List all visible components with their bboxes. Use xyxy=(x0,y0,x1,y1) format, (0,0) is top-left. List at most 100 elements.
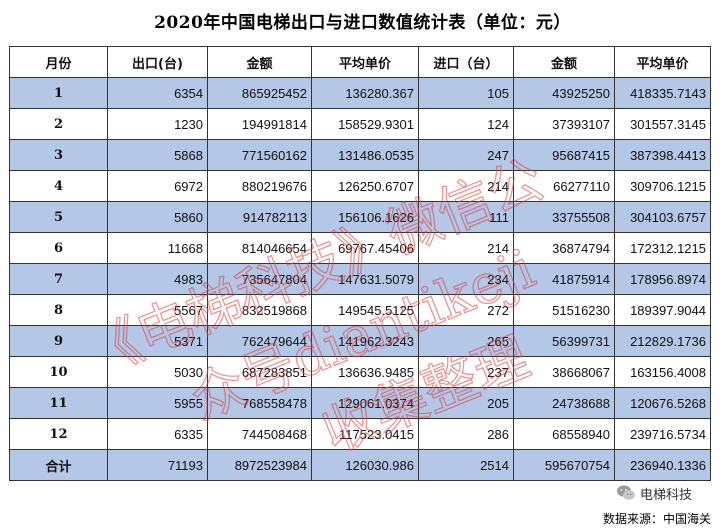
value-cell: 744508468 xyxy=(207,418,312,450)
value-cell: 687283851 xyxy=(207,356,312,388)
month-cell: 2 xyxy=(9,108,108,140)
value-cell: 136636.9485 xyxy=(311,356,419,388)
total-value: 71193 xyxy=(107,449,208,481)
value-cell: 762479644 xyxy=(207,325,312,357)
value-cell: 880219676 xyxy=(207,170,312,202)
table-row: 9 5371 762479644 141962.3243 265 56399731 2128… xyxy=(9,325,711,357)
value-cell: 156106.1626 xyxy=(311,201,419,233)
brand-text: 电梯科技 xyxy=(640,487,693,503)
month-cell: 4 xyxy=(9,170,108,202)
table-row: 10 5030 687283851 136636.9485 237 38668067 163… xyxy=(9,356,711,388)
value-cell: 914782113 xyxy=(207,201,312,233)
value-cell: 56399731 xyxy=(513,325,615,357)
column-header: 金额 xyxy=(207,46,312,78)
value-cell: 68558940 xyxy=(513,418,615,450)
value-cell: 117523.0415 xyxy=(311,418,419,450)
total-value: 236940.1336 xyxy=(614,449,711,481)
total-label: 合计 xyxy=(9,449,108,481)
value-cell: 131486.0535 xyxy=(311,139,419,171)
value-cell: 189397.9044 xyxy=(614,294,711,326)
value-cell: 194991814 xyxy=(207,108,312,140)
value-cell: 124 xyxy=(418,108,514,140)
brand-logo: 电梯科技 xyxy=(612,482,697,504)
value-cell: 735647804 xyxy=(207,263,312,295)
value-cell: 212829.1736 xyxy=(614,325,711,357)
value-cell: 120676.5268 xyxy=(614,387,711,419)
month-cell: 3 xyxy=(9,139,108,171)
total-value: 595670754 xyxy=(513,449,615,481)
table-row: 1 6354 865925452 136280.367 105 43925250 41833… xyxy=(9,77,711,109)
value-cell: 149545.5125 xyxy=(311,294,419,326)
total-value: 8972523984 xyxy=(207,449,312,481)
value-cell: 129061.0374 xyxy=(311,387,419,419)
value-cell: 136280.367 xyxy=(311,77,419,109)
value-cell: 214 xyxy=(418,232,514,264)
month-cell: 6 xyxy=(9,232,108,264)
table-row: 6 11668 814046654 69767.45406 214 36874794 172… xyxy=(9,232,711,264)
page-title: 2020年中国电梯出口与进口数值统计表（单位：元） xyxy=(154,13,571,33)
month-cell: 12 xyxy=(9,418,108,450)
table-row: 4 6972 880219676 126250.6707 214 66277110 3097… xyxy=(9,170,711,202)
value-cell: 247 xyxy=(418,139,514,171)
value-cell: 163156.4008 xyxy=(614,356,711,388)
column-header: 平均单价 xyxy=(311,46,419,78)
value-cell: 33755508 xyxy=(513,201,615,233)
value-cell: 36874794 xyxy=(513,232,615,264)
value-cell: 5371 xyxy=(107,325,208,357)
data-source: 数据来源：中国海关 xyxy=(602,512,711,526)
month-cell: 1 xyxy=(9,77,108,109)
value-cell: 301557.3145 xyxy=(614,108,711,140)
value-cell: 418335.7143 xyxy=(614,77,711,109)
table-row: 7 4983 735647804 147631.5079 234 41875914 1789… xyxy=(9,263,711,295)
table-row: 3 5868 771560162 131486.0535 247 95687415 3873… xyxy=(9,139,711,171)
value-cell: 234 xyxy=(418,263,514,295)
value-cell: 286 xyxy=(418,418,514,450)
value-cell: 237 xyxy=(418,356,514,388)
value-cell: 178956.8974 xyxy=(614,263,711,295)
value-cell: 158529.9301 xyxy=(311,108,419,140)
table-row: 2 1230 194991814 158529.9301 124 37393107 3015… xyxy=(9,108,711,140)
value-cell: 265 xyxy=(418,325,514,357)
value-cell: 172312.1215 xyxy=(614,232,711,264)
total-value: 126030.986 xyxy=(311,449,419,481)
value-cell: 304103.6757 xyxy=(614,201,711,233)
value-cell: 5868 xyxy=(107,139,208,171)
value-cell: 24738688 xyxy=(513,387,615,419)
month-cell: 11 xyxy=(9,387,108,419)
table-row: 8 5567 832519868 149545.5125 272 51516230 1893… xyxy=(9,294,711,326)
value-cell: 141962.3243 xyxy=(311,325,419,357)
total-row: 合计 71193 8972523984 126030.986 2514 595670754… xyxy=(9,449,711,481)
month-cell: 5 xyxy=(9,201,108,233)
value-cell: 69767.45406 xyxy=(311,232,419,264)
value-cell: 126250.6707 xyxy=(311,170,419,202)
value-cell: 38668067 xyxy=(513,356,615,388)
value-cell: 5860 xyxy=(107,201,208,233)
column-header: 出口(台) xyxy=(107,46,208,78)
value-cell: 51516230 xyxy=(513,294,615,326)
value-cell: 771560162 xyxy=(207,139,312,171)
table-row: 12 6335 744508468 117523.0415 286 68558940 239… xyxy=(9,418,711,450)
statistics-table: 月份 出口(台) 金额 平均单价 进口（台） 金额 平均单价 1 6354 865925452 1… xyxy=(9,46,711,481)
wechat-icon xyxy=(617,485,635,500)
value-cell: 214 xyxy=(418,170,514,202)
header-row: 月份 出口(台) 金额 平均单价 进口（台） 金额 平均单价 xyxy=(9,46,711,78)
value-cell: 309706.1215 xyxy=(614,170,711,202)
month-cell: 7 xyxy=(9,263,108,295)
value-cell: 5955 xyxy=(107,387,208,419)
value-cell: 6972 xyxy=(107,170,208,202)
total-value: 2514 xyxy=(418,449,514,481)
value-cell: 5030 xyxy=(107,356,208,388)
month-cell: 9 xyxy=(9,325,108,357)
value-cell: 865925452 xyxy=(207,77,312,109)
column-header: 进口（台） xyxy=(418,46,514,78)
column-header: 平均单价 xyxy=(614,46,711,78)
value-cell: 5567 xyxy=(107,294,208,326)
value-cell: 147631.5079 xyxy=(311,263,419,295)
value-cell: 1230 xyxy=(107,108,208,140)
value-cell: 814046654 xyxy=(207,232,312,264)
value-cell: 6354 xyxy=(107,77,208,109)
value-cell: 37393107 xyxy=(513,108,615,140)
table-row: 5 5860 914782113 156106.1626 111 33755508 3041… xyxy=(9,201,711,233)
month-cell: 10 xyxy=(9,356,108,388)
